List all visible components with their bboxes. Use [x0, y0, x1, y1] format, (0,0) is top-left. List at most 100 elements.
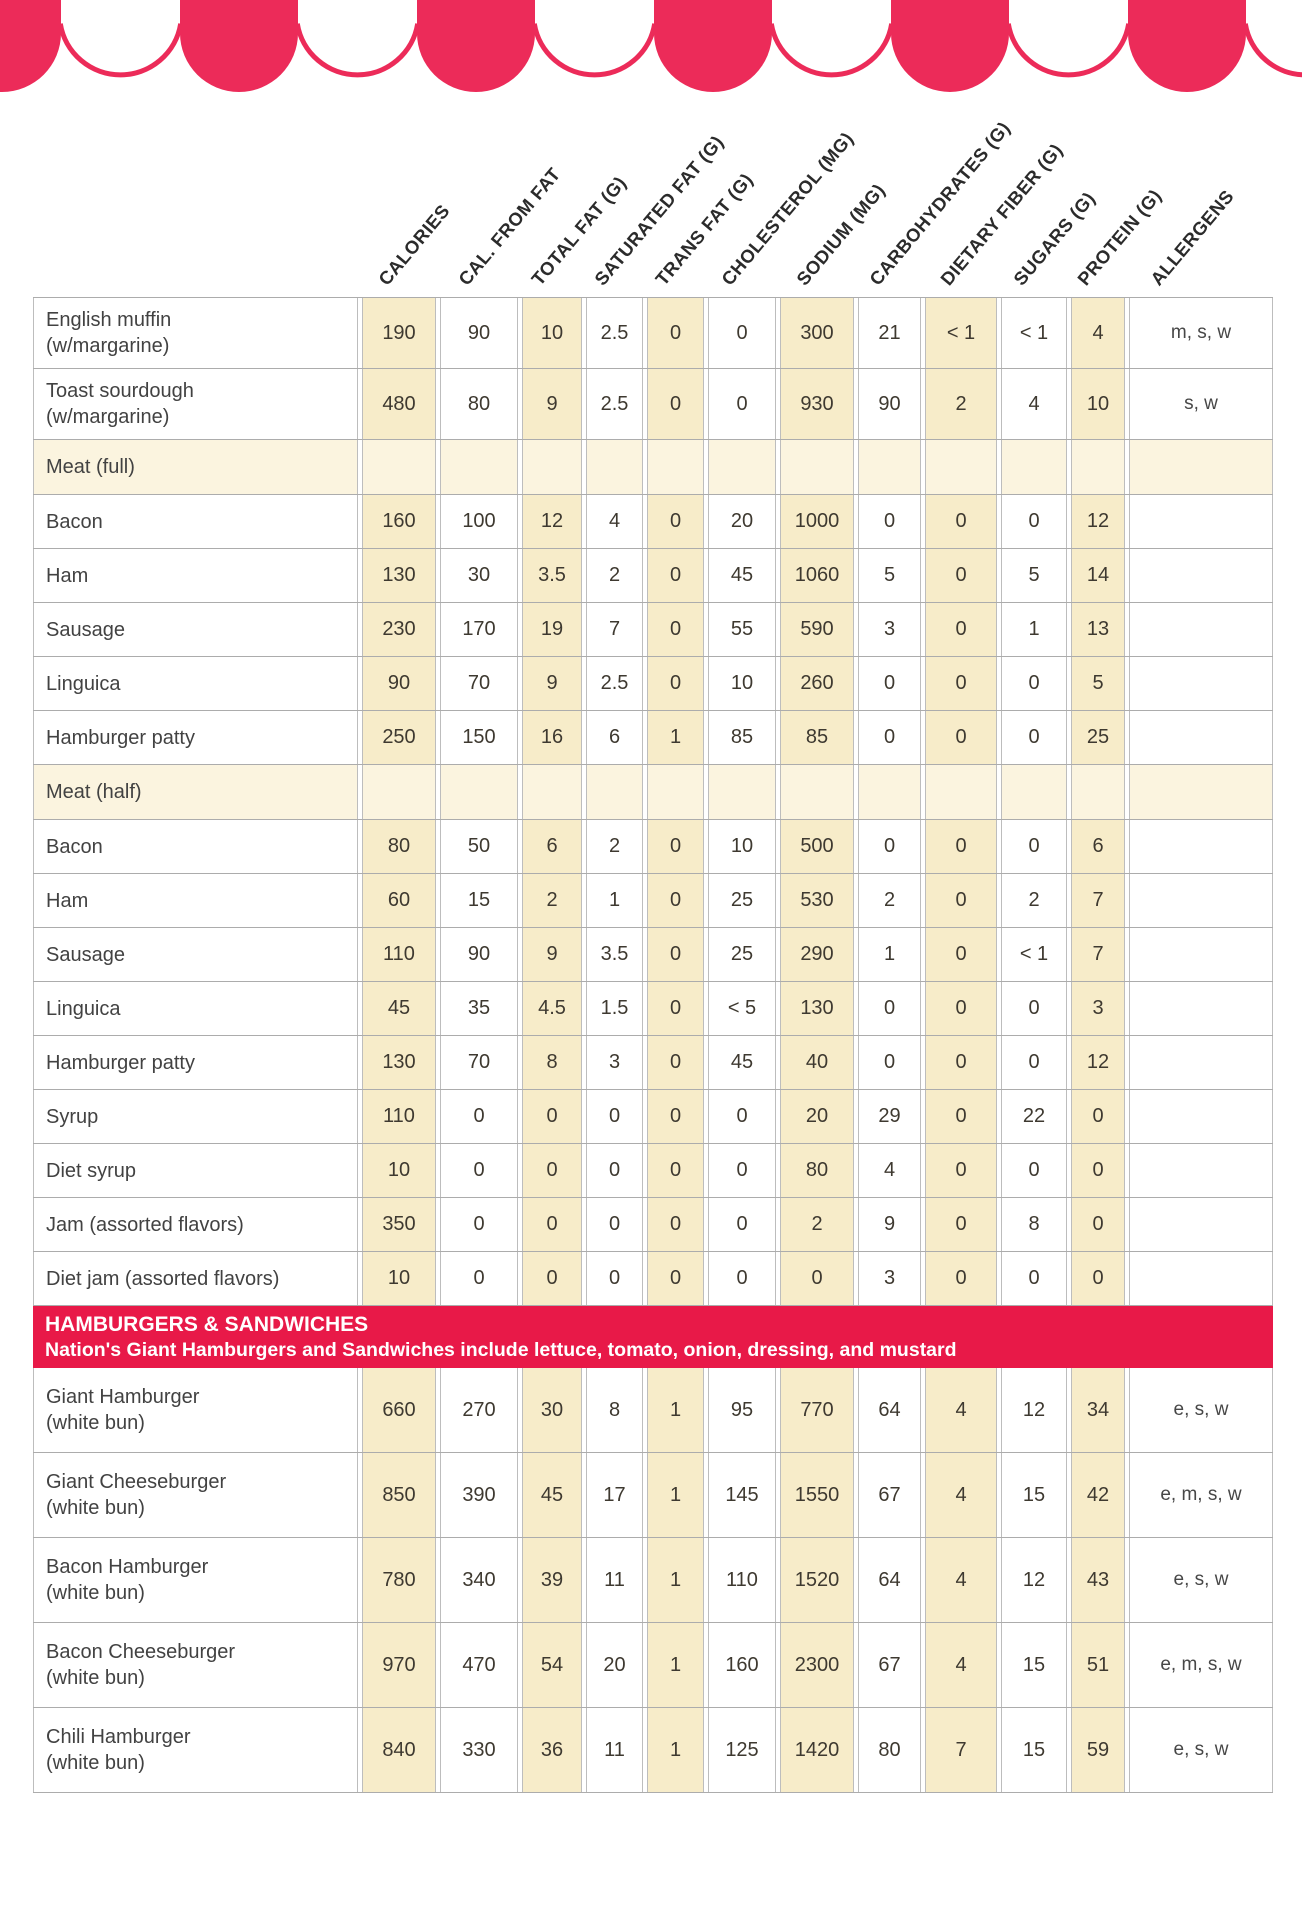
value-cell: 0	[780, 1252, 854, 1305]
value-cell: 0	[858, 982, 921, 1035]
column-header-label: DIETARY FIBER (G)	[936, 139, 1067, 290]
value-cell: 67	[858, 1623, 921, 1707]
table-row: Bacon Cheeseburger (white bun) 970 470 54 20 1…	[33, 1623, 1273, 1708]
table-row: Ham 130 30 3.5 2 0 45 1060 5 0 5 14	[33, 549, 1273, 603]
banner-subtitle: Nation's Giant Hamburgers and Sandwiches…	[45, 1338, 957, 1361]
value-cell	[586, 765, 643, 819]
value-cell: 0	[647, 657, 704, 710]
item-name-line1: Bacon	[46, 835, 103, 858]
value-cell: 45	[362, 982, 436, 1035]
value-cell	[1001, 765, 1067, 819]
value-cell: 85	[708, 711, 776, 764]
table-row: Bacon 160 100 12 4 0 20 1000 0 0 0 12	[33, 495, 1273, 549]
value-cell: 340	[440, 1538, 518, 1622]
value-cell: 9	[858, 1198, 921, 1251]
banner-title: HAMBURGERS & SANDWICHES	[45, 1312, 369, 1336]
table-row: Bacon Hamburger (white bun) 780 340 39 11 1 110…	[33, 1538, 1273, 1623]
allergens-cell	[1129, 928, 1273, 981]
value-cell: 45	[708, 549, 776, 602]
value-cell: 0	[647, 874, 704, 927]
section-row: Meat (half)	[33, 765, 1273, 820]
value-cell	[1071, 440, 1125, 494]
awning-scallop-decoration	[0, 0, 1302, 92]
value-cell: 0	[647, 982, 704, 1035]
value-cell: 0	[647, 1198, 704, 1251]
awning-arc	[57, 23, 184, 78]
value-cell: 43	[1071, 1538, 1125, 1622]
value-cell: 0	[925, 603, 997, 656]
value-cell: 8	[1001, 1198, 1067, 1251]
value-cell: 13	[1071, 603, 1125, 656]
value-cell: 0	[925, 928, 997, 981]
awning-scallop	[180, 0, 298, 92]
value-cell: 55	[708, 603, 776, 656]
awning-scallop	[891, 0, 1009, 92]
value-cell: 0	[925, 549, 997, 602]
value-cell: 330	[440, 1708, 518, 1792]
value-cell: 0	[586, 1198, 643, 1251]
table-row: Ham 60 15 2 1 0 25 530 2 0 2 7	[33, 874, 1273, 928]
item-name-line1: Diet jam (assorted flavors)	[46, 1267, 280, 1290]
value-cell: 80	[440, 369, 518, 439]
value-cell: 5	[858, 549, 921, 602]
value-cell: 770	[780, 1368, 854, 1452]
allergens-cell	[1129, 1144, 1273, 1197]
value-cell: 0	[647, 928, 704, 981]
item-name-cell: Sausage	[33, 928, 358, 981]
value-cell: 64	[858, 1538, 921, 1622]
value-cell: 0	[925, 820, 997, 873]
value-cell: 110	[708, 1538, 776, 1622]
value-cell: 8	[522, 1036, 582, 1089]
allergens-cell	[1129, 1198, 1273, 1251]
value-cell: 30	[522, 1368, 582, 1452]
value-cell: 0	[586, 1090, 643, 1143]
value-cell: 36	[522, 1708, 582, 1792]
table-row: Giant Hamburger (white bun) 660 270 30 8 1 95 77…	[33, 1368, 1273, 1453]
item-name-line2: (white bun)	[46, 1412, 145, 1434]
value-cell: 7	[586, 603, 643, 656]
value-cell: 0	[925, 982, 997, 1035]
value-cell: 0	[925, 711, 997, 764]
value-cell: 0	[1071, 1090, 1125, 1143]
value-cell: 260	[780, 657, 854, 710]
value-cell: 150	[440, 711, 518, 764]
value-cell: 12	[1001, 1368, 1067, 1452]
table-row: Linguica 45 35 4.5 1.5 0 < 5 130 0 0 0 3	[33, 982, 1273, 1036]
value-cell: 0	[522, 1090, 582, 1143]
item-name-cell: Bacon	[33, 820, 358, 873]
value-cell: 4	[925, 1623, 997, 1707]
item-name-cell: Ham	[33, 874, 358, 927]
value-cell	[362, 440, 436, 494]
value-cell	[440, 440, 518, 494]
value-cell: 100	[440, 495, 518, 548]
value-cell: 4	[925, 1368, 997, 1452]
value-cell	[925, 440, 997, 494]
value-cell: 1550	[780, 1453, 854, 1537]
value-cell: 0	[647, 1252, 704, 1305]
value-cell	[522, 440, 582, 494]
value-cell: 20	[780, 1090, 854, 1143]
value-cell: 4	[858, 1144, 921, 1197]
value-cell: 15	[440, 874, 518, 927]
value-cell: 0	[925, 1090, 997, 1143]
value-cell: 19	[522, 603, 582, 656]
item-name-line1: Linguica	[46, 997, 121, 1020]
value-cell: 4	[1001, 369, 1067, 439]
value-cell: 30	[440, 549, 518, 602]
value-cell: 1420	[780, 1708, 854, 1792]
value-cell	[780, 765, 854, 819]
value-cell: 2	[780, 1198, 854, 1251]
awning-scallop	[1128, 0, 1246, 92]
value-cell: 0	[1001, 982, 1067, 1035]
value-cell: 2.5	[586, 369, 643, 439]
allergens-cell	[1129, 1252, 1273, 1305]
value-cell	[1071, 765, 1125, 819]
value-cell: 8	[586, 1368, 643, 1452]
allergens-cell	[1129, 765, 1273, 819]
value-cell	[362, 765, 436, 819]
table-row: Toast sourdough (w/margarine) 480 80 9 2.5 0 0 9…	[33, 369, 1273, 440]
value-cell: 9	[522, 657, 582, 710]
value-cell: 4	[1071, 298, 1125, 368]
value-cell: 22	[1001, 1090, 1067, 1143]
value-cell: 42	[1071, 1453, 1125, 1537]
